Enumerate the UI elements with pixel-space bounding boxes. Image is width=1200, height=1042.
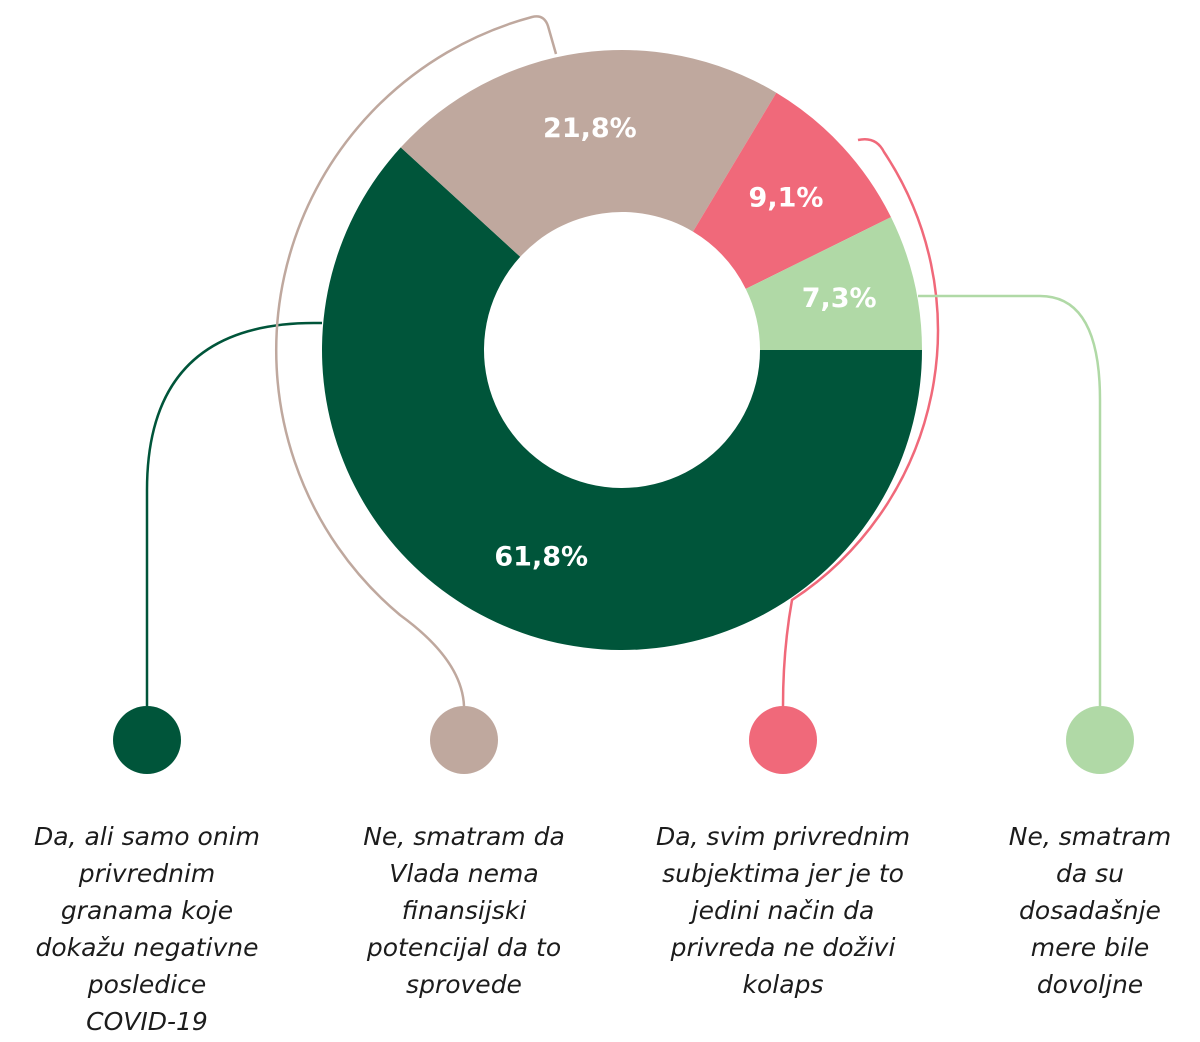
donut: 61,8% 21,8% 9,1% 7,3%: [322, 49, 923, 651]
connector: [918, 294, 1102, 706]
donut-segment: [692, 92, 891, 289]
legend-label: Da, ali samo onim privrednim granama koj…: [33, 822, 260, 1036]
value-label: 61,8%: [494, 541, 588, 572]
legend-marker: [749, 706, 817, 774]
legend-marker: [1066, 706, 1134, 774]
donut-segment: [745, 217, 922, 350]
value-label: 9,1%: [749, 182, 824, 213]
value-label: 7,3%: [802, 283, 877, 314]
legend-marker: [113, 706, 181, 774]
legend-label: Ne, smatram da su dosadašnje mere bile d…: [1008, 822, 1172, 999]
connectors: [145, 15, 1102, 707]
legend-marker: [430, 706, 498, 774]
value-label: 21,8%: [543, 113, 637, 144]
connector: [145, 321, 322, 706]
connector: [275, 15, 558, 707]
donut-segment: [322, 147, 923, 651]
donut-segment: [400, 49, 777, 257]
legend-label: Ne, smatram da Vlada nema finansijski po…: [363, 822, 565, 999]
connector: [781, 138, 940, 707]
legend-label: Da, svim privrednim subjektima jer je to…: [655, 822, 911, 999]
